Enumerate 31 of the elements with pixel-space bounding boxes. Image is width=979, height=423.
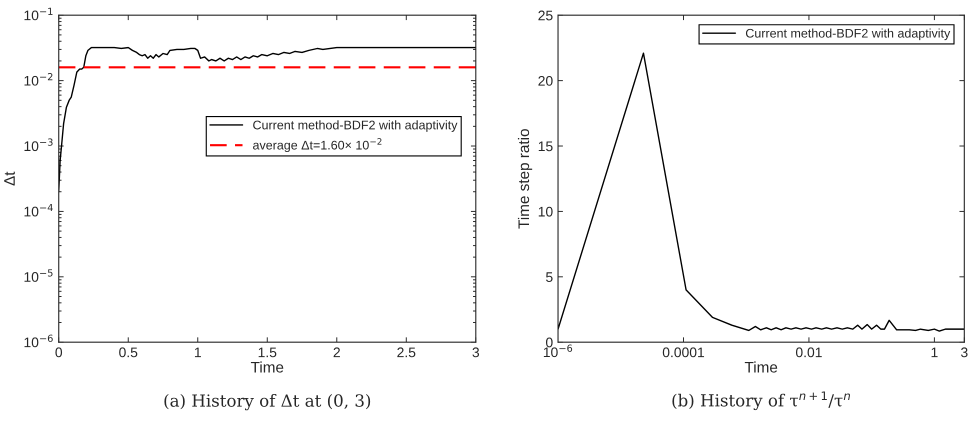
y-axis-title: Time step ratio <box>518 129 532 229</box>
x-tick-label: 3 <box>472 347 480 358</box>
x-tick-label: 0.5 <box>119 347 138 358</box>
x-tick-label: 1 <box>194 348 201 358</box>
y-tick-label: 5 <box>546 272 553 282</box>
y-tick-label: 10$^{−6}$ <box>24 334 53 348</box>
y-axis-title: Δt <box>4 172 15 186</box>
y-tick-label: 10$^{−1}$ <box>24 8 52 20</box>
y-tick-label: 10 <box>538 206 553 217</box>
x-tick-label: 1.5 <box>258 348 276 358</box>
y-tick-label: 20 <box>538 76 553 86</box>
text: (a) History of Δt at (0, 3) <box>164 394 370 410</box>
y-tick-label: 10$^{−4}$ <box>24 204 53 216</box>
x-tick-label: 1 <box>932 348 938 358</box>
x-tick-label: 2 <box>334 347 340 358</box>
x-tick-label: 0 <box>55 347 62 358</box>
y-tick-label: 10$^{−5}$ <box>24 269 53 282</box>
x-axis-title: Time <box>250 361 284 373</box>
y-tick-label: 25 <box>538 10 553 20</box>
legend-label: average Δt=1.60× 10$^{−2}$ <box>253 138 382 152</box>
text: (b) History of τ$^{n+1}$/τ$^{n}$ <box>672 391 850 410</box>
y-tick-label: 15 <box>538 141 553 152</box>
x-axis-title: Time <box>744 361 778 373</box>
legend-label: Current method-BDF2 with adaptivity <box>253 120 458 132</box>
y-tick-label: 10$^{−3}$ <box>24 138 53 152</box>
x-tick-label: 0.0001 <box>662 347 704 358</box>
x-tick-label: 3 <box>960 347 968 358</box>
legend-label: Current method-BDF2 with adaptivity <box>746 28 950 40</box>
x-tick-label: 2.5 <box>397 347 416 358</box>
x-tick-label: 0.01 <box>796 347 822 358</box>
y-tick-label: 10$^{−2}$ <box>24 73 52 86</box>
